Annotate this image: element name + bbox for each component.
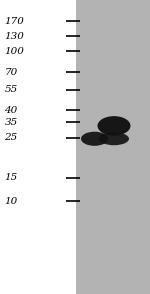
Text: 55: 55 bbox=[4, 85, 18, 94]
Text: 35: 35 bbox=[4, 118, 18, 126]
Ellipse shape bbox=[98, 116, 130, 136]
Text: 40: 40 bbox=[4, 106, 18, 115]
FancyBboxPatch shape bbox=[0, 0, 76, 294]
Text: 170: 170 bbox=[4, 17, 24, 26]
Text: 130: 130 bbox=[4, 32, 24, 41]
Ellipse shape bbox=[99, 132, 129, 145]
Text: 70: 70 bbox=[4, 68, 18, 76]
Text: 15: 15 bbox=[4, 173, 18, 182]
Text: 100: 100 bbox=[4, 47, 24, 56]
Ellipse shape bbox=[81, 132, 108, 146]
Text: 25: 25 bbox=[4, 133, 18, 142]
Text: 10: 10 bbox=[4, 197, 18, 206]
FancyBboxPatch shape bbox=[76, 0, 150, 294]
